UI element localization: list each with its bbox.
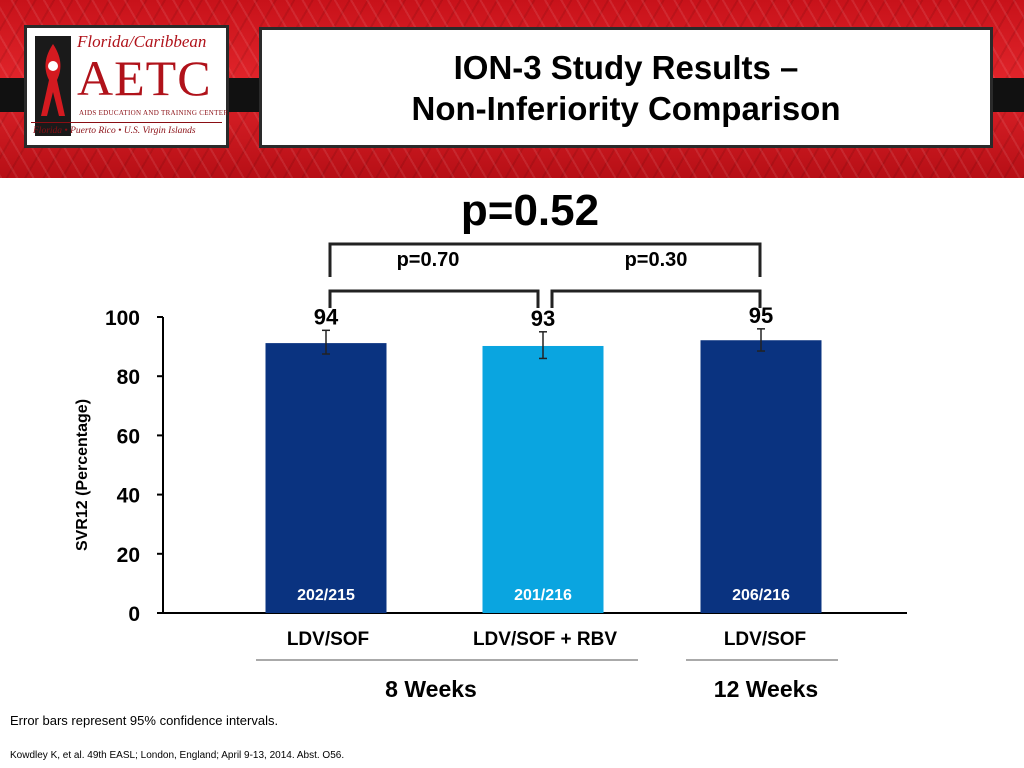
slide-title-line1: ION-3 Study Results – [453, 48, 799, 86]
y-tick-label-40: 40 [117, 485, 140, 508]
y-tick-label-60: 60 [117, 425, 140, 448]
group-label-2: 12 Weeks [714, 676, 818, 702]
y-tick-label-0: 0 [128, 603, 140, 626]
group-label-1: 8 Weeks [385, 676, 477, 702]
p-value-pair-1: p=0.70 [397, 249, 460, 271]
slide-title-line2: Non-Inferiority Comparison [411, 89, 841, 127]
ribbon-figure-icon [35, 36, 71, 136]
y-tick-label-100: 100 [105, 307, 140, 330]
category-label-2: LDV/SOF + RBV [473, 629, 617, 650]
title-box: ION-3 Study Results – Non-Inferiority Co… [259, 27, 993, 148]
count-label-1: 202/215 [297, 587, 355, 604]
header-banner: Florida/Caribbean AETC AIDS EDUCATION AN… [0, 0, 1024, 178]
y-tick-label-20: 20 [117, 544, 140, 567]
citation: Kowdley K, et al. 49th EASL; London, Eng… [10, 750, 345, 761]
svr12-bar-chart: 0 20 40 60 80 100 SVR12 (Percentage) 94 202/215 L… [74, 186, 907, 702]
category-label-3: LDV/SOF [724, 629, 806, 650]
logo-sub-text: AIDS EDUCATION AND TRAINING CENTER [79, 109, 229, 117]
count-label-3: 206/216 [732, 587, 790, 604]
footnote: Error bars represent 95% confidence inte… [10, 713, 279, 728]
logo-footer-text: Florida • Puerto Rico • U.S. Virgin Isla… [33, 126, 196, 136]
value-label-1: 94 [314, 304, 339, 329]
bracket-overall [328, 242, 762, 277]
p-value-pair-2: p=0.30 [625, 249, 688, 271]
logo-top-text: Florida/Caribbean [77, 32, 207, 51]
logo-main-text: AETC [77, 50, 212, 106]
p-value-overall: p=0.52 [461, 186, 599, 235]
y-tick-label-80: 80 [117, 366, 140, 389]
count-label-2: 201/216 [514, 587, 572, 604]
bracket-pair-2 [550, 289, 762, 308]
y-axis-label: SVR12 (Percentage) [74, 399, 91, 551]
bar-3 [700, 340, 822, 613]
aetc-logo: Florida/Caribbean AETC AIDS EDUCATION AN… [24, 25, 229, 148]
bar-2 [482, 345, 604, 613]
bar-1 [265, 343, 387, 613]
value-label-2: 93 [531, 306, 555, 331]
logo-divider [31, 122, 222, 123]
bracket-pair-1 [328, 289, 540, 308]
category-label-1: LDV/SOF [287, 629, 369, 650]
